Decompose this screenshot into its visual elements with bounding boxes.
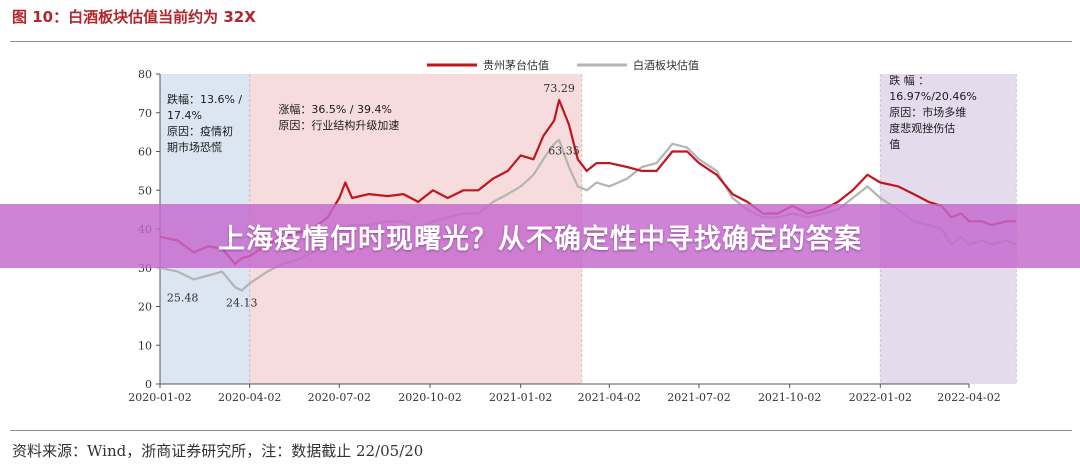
y-tick-label: 70 [138, 107, 152, 120]
band-1-note-line: 涨幅：36.5% / 39.4% [278, 103, 392, 116]
value-label: 63.35 [548, 145, 580, 158]
legend: 贵州茅台估值 白酒板块估值 [427, 58, 699, 72]
x-tick-label: 2020-07-02 [308, 391, 371, 404]
band-0-note-line: 期市场恐慌 [167, 140, 222, 154]
x-tick-label: 2021-01-02 [489, 391, 552, 404]
band-2-note-line: 度悲观挫伤估 [889, 121, 955, 135]
y-tick-label: 10 [138, 339, 152, 352]
value-label: 24.13 [226, 296, 258, 309]
x-tick-label: 2021-04-02 [578, 391, 641, 404]
band-0-note-line: 原因：疫情初 [167, 124, 233, 138]
y-tick-label: 60 [138, 146, 152, 159]
band-2-note-line: 值 [889, 138, 900, 151]
legend-label-1: 白酒板块估值 [633, 58, 699, 72]
x-tick-label: 2020-01-02 [128, 391, 191, 404]
y-tick-label: 80 [138, 68, 152, 81]
y-tick-label: 20 [138, 301, 152, 314]
band-2-note-line: 原因：市场多维 [889, 105, 966, 119]
banner-headline: 上海疫情何时现曙光？从不确定性中寻找确定的答案 [218, 223, 862, 255]
x-tick-label: 2020-10-02 [398, 391, 461, 404]
value-label: 73.29 [543, 82, 575, 95]
x-tick-label: 2020-04-02 [218, 391, 281, 404]
value-labels: 73.29 63.35 25.48 24.13 [167, 82, 580, 309]
headline-banner: 上海疫情何时现曙光？从不确定性中寻找确定的答案 [0, 204, 1080, 268]
y-tick-label: 0 [145, 378, 152, 391]
x-tick-label: 2022-04-02 [937, 391, 1000, 404]
y-tick-label: 50 [138, 184, 152, 197]
axes: 010203040506070802020-01-022020-04-02202… [128, 68, 1000, 404]
x-tick-label: 2022-01-02 [849, 391, 912, 404]
band-1-note-line: 原因：行业结构升级加速 [278, 118, 399, 132]
figure-title: 图 10：白酒板块估值当前约为 32X [12, 8, 256, 26]
x-tick-label: 2021-07-02 [667, 391, 730, 404]
value-label: 25.48 [167, 291, 199, 304]
band-2-note-line: 跌 幅 ： [889, 73, 929, 87]
legend-label-0: 贵州茅台估值 [483, 58, 549, 72]
source-note: 资料来源：Wind，浙商证券研究所，注：数据截止 22/05/20 [12, 442, 424, 460]
band-2-note-line: 16.97%/20.46% [889, 90, 977, 103]
band-0-note-line: 17.4% [167, 109, 202, 122]
x-tick-label: 2021-10-02 [758, 391, 821, 404]
band-0-note-line: 跌幅：13.6% / [167, 92, 242, 106]
title-divider [10, 41, 1072, 42]
source-divider [10, 430, 1072, 431]
